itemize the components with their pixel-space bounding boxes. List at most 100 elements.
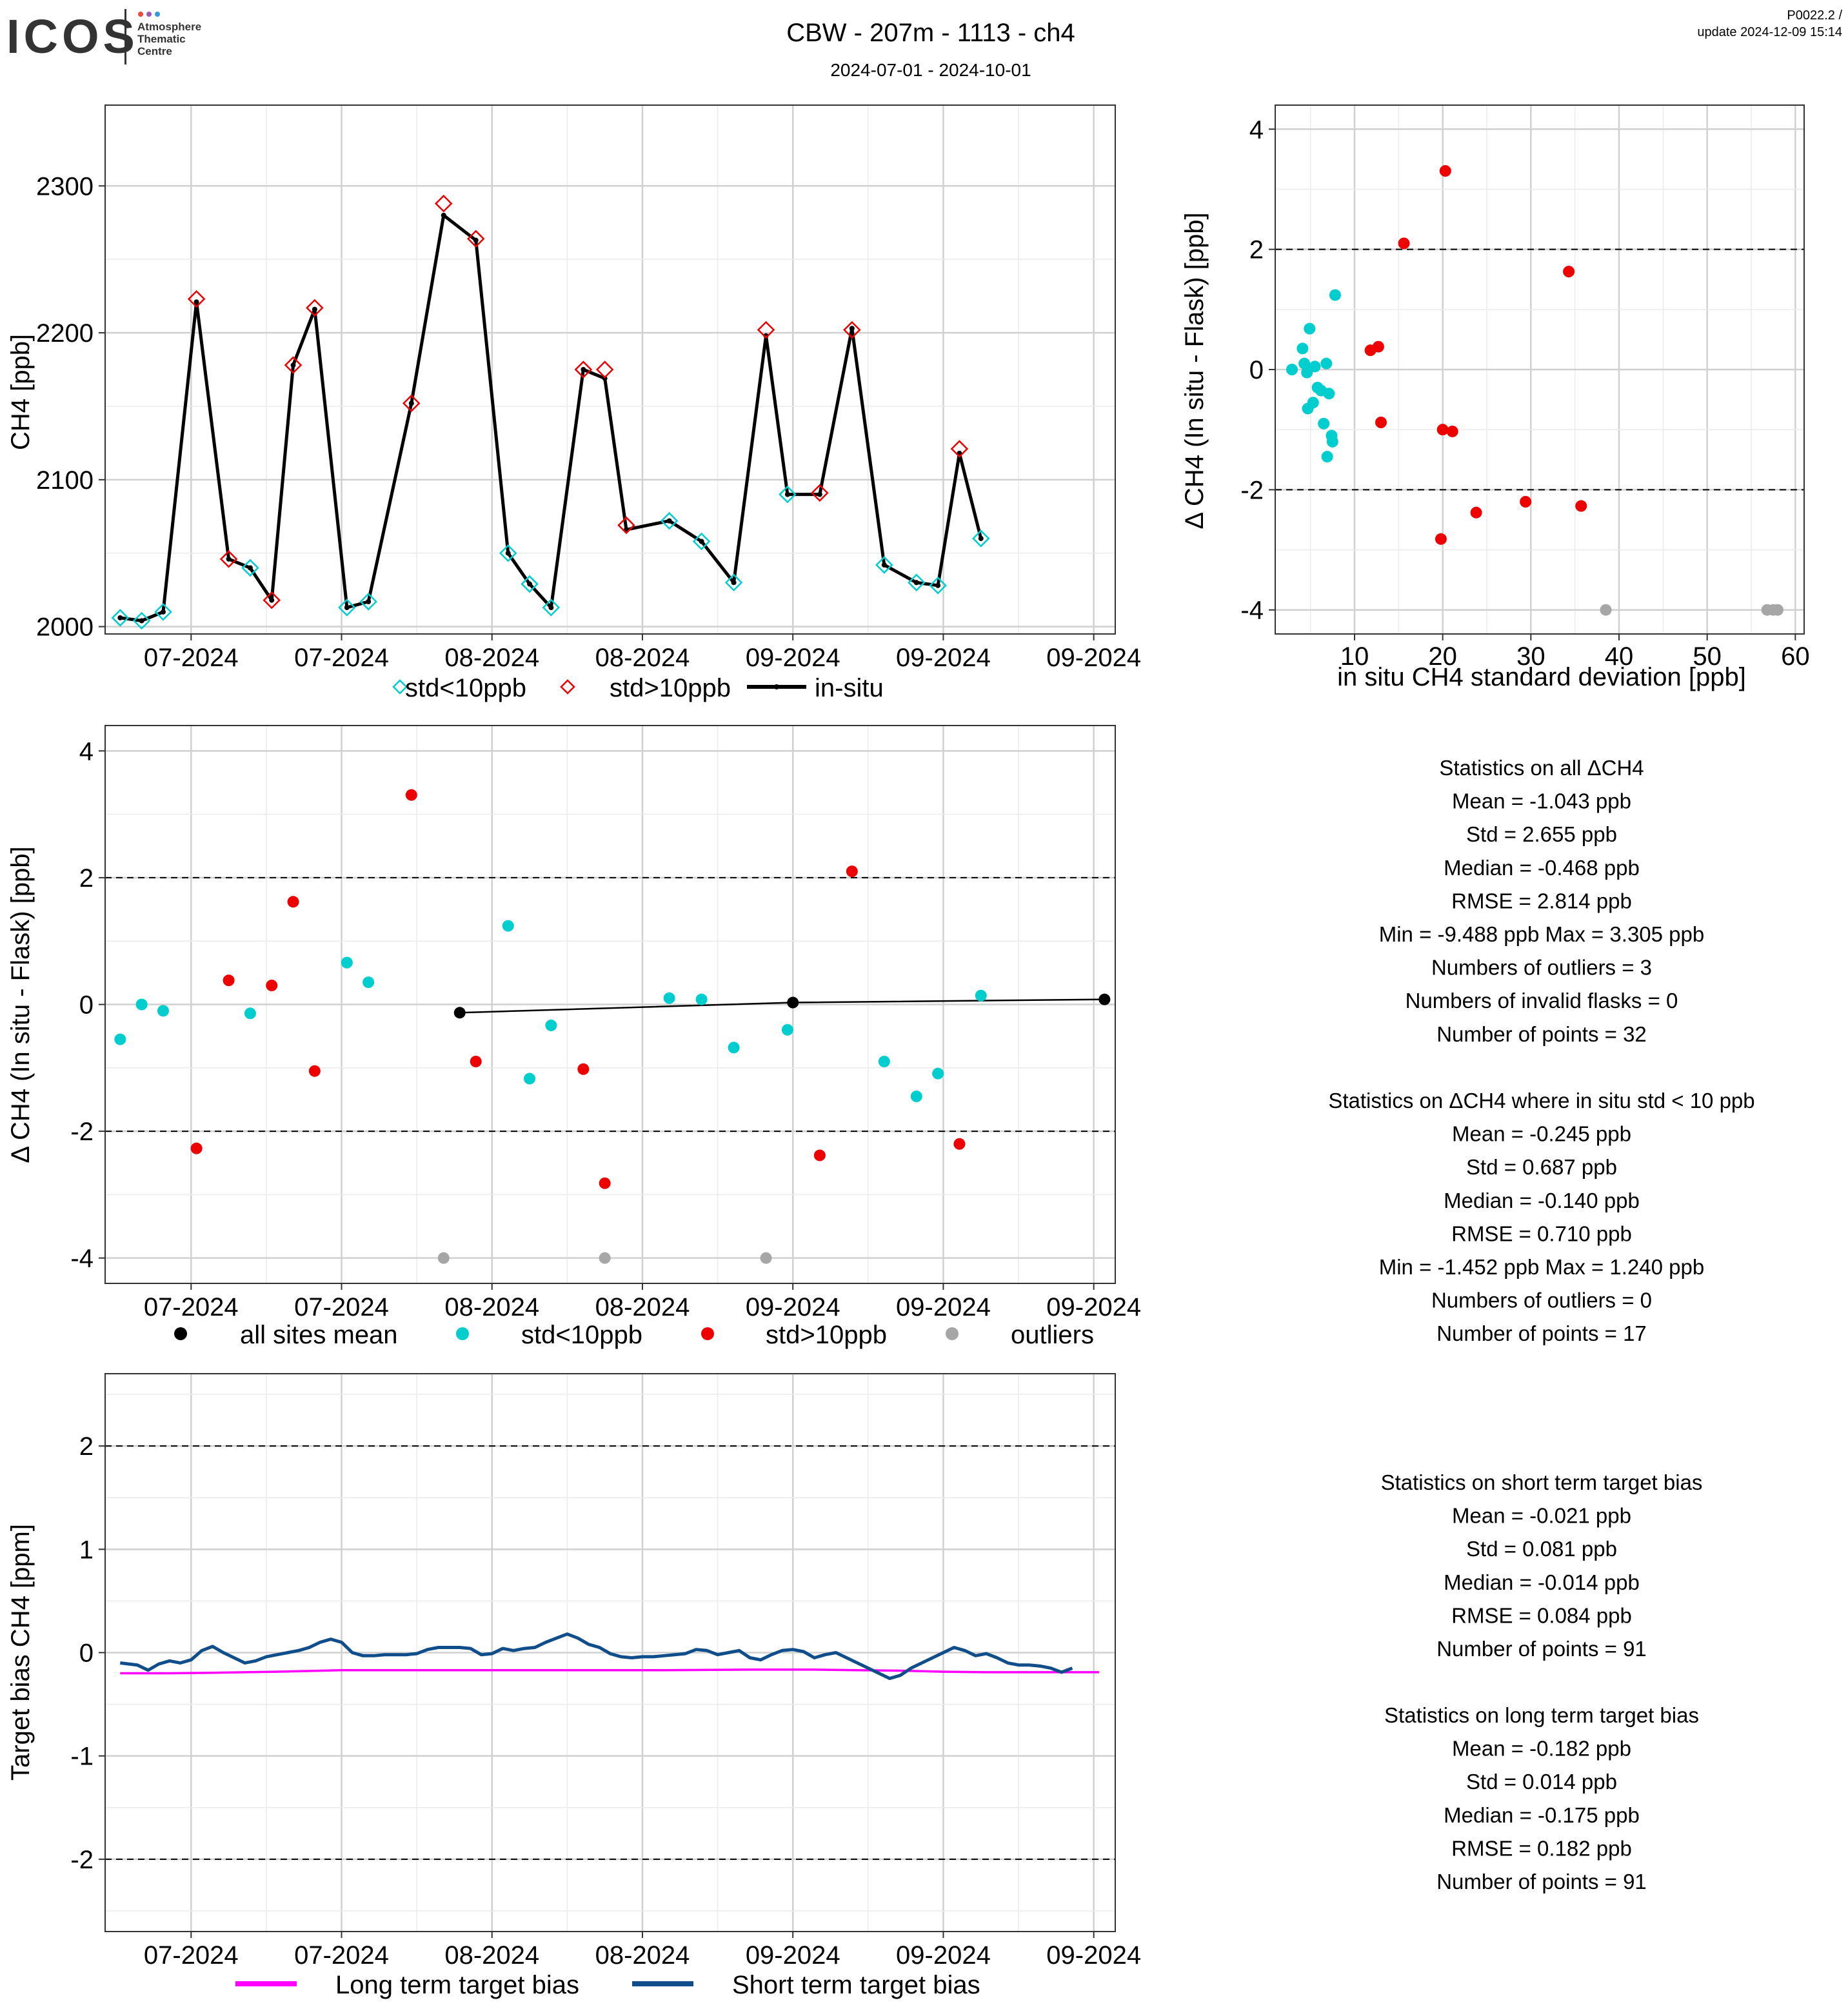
stats-line: Min = -9.488 ppb Max = 3.305 ppb: [1379, 922, 1705, 946]
logo-text: ICOS: [6, 10, 139, 63]
std-low-point: [910, 1091, 922, 1103]
x-tick-label: 08-2024: [595, 644, 690, 672]
stats-all-block: Statistics on all ΔCH4 Mean = -1.043 ppb S…: [1379, 756, 1705, 1046]
std-low-marker: [908, 573, 926, 592]
std-low-marker: [499, 544, 517, 562]
y-tick-label: 2300: [36, 172, 94, 201]
stats-line: Min = -1.452 ppb Max = 1.240 ppb: [1379, 1255, 1705, 1279]
target-bias-ylabel: Target bias CH4 [ppm]: [6, 1524, 35, 1781]
insitu-point: [666, 518, 672, 524]
std-high-marker: [263, 591, 281, 609]
stats-line: Std = 0.014 ppb: [1466, 1770, 1617, 1794]
stats-line: RMSE = 0.182 ppb: [1451, 1836, 1632, 1860]
std-high-marker: [187, 290, 206, 308]
logo-dot-purple: [146, 12, 152, 17]
delta-vs-std-marks: [1275, 165, 1804, 616]
insitu-point: [978, 535, 984, 541]
all-sites-mean-point: [1098, 993, 1111, 1005]
std-low-point: [244, 1007, 256, 1020]
stats-line: Std = 0.081 ppb: [1466, 1537, 1617, 1561]
legend-outliers-swatch: [946, 1327, 959, 1340]
std-low-point: [157, 1005, 169, 1017]
y-tick-label: -4: [70, 1245, 94, 1273]
stats-line: Number of points = 32: [1436, 1022, 1647, 1046]
x-tick-label: 09-2024: [746, 1293, 840, 1321]
x-tick-label: 07-2024: [144, 1293, 239, 1321]
y-tick-label: 4: [1249, 115, 1264, 144]
insitu-line: [119, 213, 983, 622]
std-low-point: [545, 1019, 557, 1031]
std-high-point: [1398, 237, 1410, 250]
std-low-marker: [521, 575, 539, 593]
std-low-point: [1326, 435, 1338, 448]
legend-all-sites-label: all sites mean: [240, 1321, 398, 1349]
ch4-timeseries-marks: [111, 194, 990, 630]
std-low-point: [524, 1073, 536, 1085]
x-tick-label: 09-2024: [896, 1293, 991, 1321]
y-tick-label: 4: [79, 737, 94, 766]
insitu-point: [935, 582, 941, 588]
std-high-point: [266, 980, 278, 992]
stats-line: RMSE = 0.084 ppb: [1451, 1603, 1632, 1627]
stats-line: Median = -0.140 ppb: [1444, 1189, 1640, 1212]
icos-logo: ICOS Atmosphere Thematic Centre: [6, 9, 201, 64]
std-low-point: [1309, 361, 1321, 373]
std-high-marker: [466, 230, 485, 248]
std-low-point: [1298, 357, 1311, 370]
std-high-point: [846, 865, 858, 878]
page-title: CBW - 207m - 1113 - ch4: [786, 19, 1075, 47]
insitu-point: [312, 306, 317, 312]
x-tick-label: 09-2024: [1046, 644, 1141, 672]
std-high-point: [1446, 425, 1458, 437]
std-high-point: [1436, 424, 1449, 436]
x-tick-label: 50: [1693, 642, 1722, 671]
std-low-point: [781, 1023, 793, 1036]
delta-vs-std-xlabel: in situ CH4 standard deviation [ppb]: [1337, 663, 1746, 691]
delta-timeseries-marks: [105, 789, 1115, 1264]
std-high-point: [1520, 496, 1532, 508]
std-low-point: [1301, 366, 1313, 379]
all-sites-mean-point: [787, 996, 799, 1009]
outlier-point: [1600, 604, 1612, 616]
std-low-point: [1323, 388, 1335, 400]
std-low-point: [1297, 342, 1309, 355]
y-tick-label: -2: [1240, 476, 1264, 504]
legend-std-high-dot-swatch: [701, 1327, 714, 1340]
stats-title: Statistics on ΔCH4 where in situ std < 1…: [1328, 1089, 1754, 1112]
y-tick-label: 2000: [36, 613, 94, 642]
insitu-point: [699, 539, 704, 544]
legend-short-term-label: Short term target bias: [732, 1971, 980, 1999]
stats-long-term-block: Statistics on long term target bias Mean …: [1384, 1703, 1699, 1893]
y-tick-label: 2: [1249, 236, 1264, 264]
std-low-point: [1320, 357, 1333, 370]
std-low-marker: [692, 532, 711, 551]
std-low-marker: [338, 598, 356, 617]
insitu-point: [160, 609, 166, 615]
insitu-point: [548, 605, 554, 610]
std-low-point: [695, 993, 708, 1005]
insitu-point: [881, 562, 887, 568]
x-tick-label: 07-2024: [144, 644, 239, 672]
y-tick-label: -1: [70, 1743, 94, 1771]
update-label: update 2024-12-09 15:14: [1697, 25, 1842, 39]
insitu-point: [139, 618, 144, 624]
std-low-marker: [132, 611, 151, 630]
x-tick-label: 07-2024: [294, 1293, 389, 1321]
std-low-marker: [875, 556, 893, 574]
std-low-marker: [241, 559, 259, 577]
x-tick-label: 09-2024: [896, 644, 991, 672]
y-tick-label: 1: [79, 1536, 94, 1564]
std-low-point: [932, 1067, 944, 1080]
insitu-point: [817, 491, 822, 497]
delta-vs-std-panel: 10 20 30 40 50 60 -4 -2 0 2 4 Δ CH4 (In situ - Fla…: [1180, 104, 1810, 691]
std-high-marker: [284, 356, 303, 374]
x-tick-label: 09-2024: [746, 1941, 840, 1970]
std-high-marker: [574, 361, 593, 379]
stats-line: Std = 0.687 ppb: [1466, 1155, 1617, 1179]
all-sites-mean-line: [459, 998, 1105, 1014]
stats-line: Mean = -1.043 ppb: [1452, 789, 1631, 813]
x-tick-label: 07-2024: [294, 1941, 389, 1970]
legend-outliers-label: outliers: [1011, 1321, 1094, 1349]
all-sites-mean-point: [453, 1007, 466, 1019]
x-tick-label: 09-2024: [746, 644, 840, 672]
